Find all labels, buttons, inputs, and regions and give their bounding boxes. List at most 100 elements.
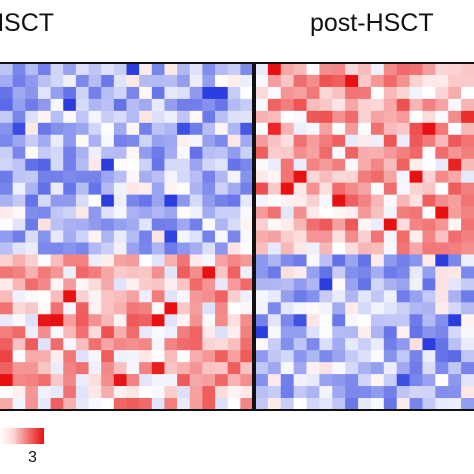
heatmap-cell [461,194,474,207]
heatmap-cell [267,98,282,112]
heatmap-cell [255,374,269,387]
heatmap-cell [383,218,398,231]
heatmap-cell [63,170,77,184]
heatmap-cell [448,110,462,124]
heatmap-cell [37,338,51,351]
heatmap-cell [12,122,26,136]
heatmap-cell [177,278,191,291]
heatmap-cell [189,386,203,399]
heatmap-cell [280,182,295,196]
heatmap-cell [164,206,178,219]
panel-border [0,62,254,411]
heatmap-cell [0,290,14,303]
heatmap-cell [267,63,282,76]
heatmap-cell [240,146,254,160]
heatmap-cell [139,218,153,231]
heatmap-cell [25,338,39,351]
heatmap-cell [461,266,474,279]
heatmap-cell [358,350,372,363]
heatmap-cell [63,134,77,148]
heatmap-cell [202,338,216,351]
heatmap-cell [12,302,26,315]
heatmap-cell [358,254,372,267]
heatmap-cell [25,182,39,196]
heatmap-cell [126,182,140,196]
heatmap-cell [101,338,115,351]
heatmap-cell [25,110,39,124]
heatmap-cell [88,314,102,327]
heatmap-cell [12,254,26,267]
heatmap-cell [25,362,39,375]
heatmap-cell [370,134,385,148]
heatmap-cell [255,338,269,351]
heatmap-cell [139,182,153,196]
heatmap-cell [370,374,385,387]
heatmap-cell [332,86,346,100]
heatmap-cell [306,290,320,303]
heatmap-cell [215,230,229,243]
heatmap-cell [37,182,51,196]
heatmap-cell [151,110,165,124]
heatmap-cell [50,194,64,207]
heatmap-cell [227,242,241,255]
heatmap-cell [345,146,359,160]
heatmap-cell [306,86,320,100]
heatmap-cell [177,86,191,100]
heatmap-cell [37,362,51,375]
heatmap-cell [177,206,191,219]
heatmap-cell [215,98,229,112]
heatmap-cell [63,326,77,339]
heatmap-cell [0,242,14,255]
heatmap-cell [240,194,254,207]
heatmap-cell [25,254,39,267]
heatmap-cell [255,218,269,231]
heatmap-cell [88,338,102,351]
heatmap-cell [293,74,307,88]
heatmap-cell [345,362,359,375]
heatmap-cell [358,374,372,387]
heatmap-cell [370,158,385,172]
heatmap-cell [422,326,436,339]
heatmap-cell [255,290,269,303]
heatmap-cell [370,206,385,219]
heatmap-cell [345,266,359,279]
heatmap-cell [113,146,127,160]
heatmap-cell [280,242,295,255]
heatmap-cell [267,254,282,267]
heatmap-cell [332,266,346,279]
heatmap-cell [435,63,449,76]
heatmap-cell [319,374,333,387]
heatmap-cell [319,218,333,231]
heatmap-cell [88,326,102,339]
heatmap-cell [177,218,191,231]
heatmap-cell [164,134,178,148]
heatmap-cell [240,326,254,339]
heatmap-cell [267,158,282,172]
heatmap-cell [370,110,385,124]
heatmap-cell [345,86,359,100]
heatmap-cell [126,350,140,363]
heatmap-cell [177,122,191,136]
heatmap-cell [422,98,436,112]
heatmap-cell [37,386,51,399]
heatmap-cell [37,63,51,76]
heatmap-cell [448,206,462,219]
heatmap-cell [215,158,229,172]
heatmap-cell [280,278,295,291]
heatmap-cell [227,86,241,100]
heatmap-cell [332,146,346,160]
heatmap-cell [280,74,295,88]
heatmap-cell [448,266,462,279]
heatmap-cell [409,218,423,231]
heatmap-cell [409,74,423,88]
heatmap-cell [63,398,77,411]
heatmap-cell [370,242,385,255]
heatmap-cell [0,98,14,112]
heatmap-cell [255,278,269,291]
heatmap-cell [461,242,474,255]
heatmap-cell [448,182,462,196]
heatmap-cell [435,194,449,207]
heatmap-cell [202,170,216,184]
heatmap-cell [255,254,269,267]
heatmap-cell [50,122,64,136]
